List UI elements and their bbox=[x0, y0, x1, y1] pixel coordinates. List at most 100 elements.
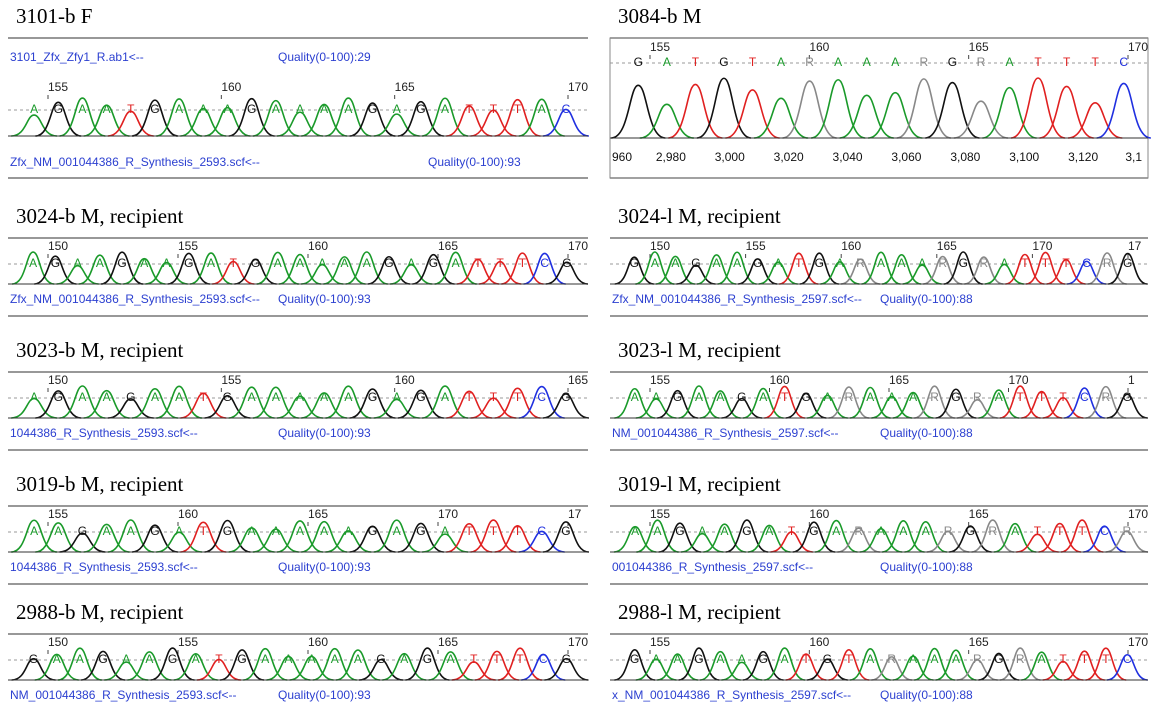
base-call: A bbox=[223, 102, 231, 116]
base-call: A bbox=[721, 524, 729, 538]
base-call: T bbox=[781, 390, 789, 404]
base-call: T bbox=[514, 524, 522, 538]
quality: Quality(0-100):88 bbox=[880, 560, 973, 574]
base-call: A bbox=[140, 256, 148, 270]
base-call: G bbox=[561, 524, 570, 538]
base-call: A bbox=[103, 524, 111, 538]
base-call: A bbox=[995, 390, 1003, 404]
base-call: A bbox=[836, 256, 844, 270]
base-call: T bbox=[1056, 524, 1064, 538]
base-call: A bbox=[674, 652, 682, 666]
position-label: 150 bbox=[48, 239, 68, 253]
base-call: A bbox=[274, 256, 282, 270]
trace-peak bbox=[925, 83, 979, 138]
base-call: T bbox=[845, 652, 853, 666]
panel-title: 3024-b M, recipient bbox=[16, 204, 184, 228]
base-call: A bbox=[952, 652, 960, 666]
base-call: A bbox=[407, 256, 415, 270]
file-name: x_NM_001044386_R_Synthesis_2597.scf<-- bbox=[612, 688, 851, 702]
base-call: T bbox=[1059, 390, 1067, 404]
position-label: 170 bbox=[1032, 239, 1052, 253]
base-call: G bbox=[759, 652, 768, 666]
base-call: A bbox=[296, 524, 304, 538]
position-label: 160 bbox=[841, 239, 861, 253]
base-call: R bbox=[854, 524, 863, 538]
base-call: R bbox=[979, 256, 988, 270]
base-call: C bbox=[537, 390, 546, 404]
position-label: 165 bbox=[308, 507, 328, 521]
base-call: A bbox=[340, 256, 348, 270]
base-call: A bbox=[774, 256, 782, 270]
panel: 3019-b M, recipient15516016517017AAGAAGA… bbox=[8, 472, 589, 584]
base-call: A bbox=[320, 524, 328, 538]
panel-title: 2988-l M, recipient bbox=[618, 600, 781, 624]
base-call: G bbox=[634, 55, 643, 69]
base-call: G bbox=[78, 524, 87, 538]
base-call: T bbox=[1102, 652, 1110, 666]
trace-peak bbox=[611, 85, 665, 138]
base-call: R bbox=[887, 652, 896, 666]
base-call: A bbox=[54, 524, 62, 538]
base-call: T bbox=[802, 652, 810, 666]
base-call: R bbox=[988, 524, 997, 538]
quality: Quality(0-100):93 bbox=[278, 560, 371, 574]
base-call: G bbox=[948, 55, 957, 69]
base-call: A bbox=[30, 524, 38, 538]
quality: Quality(0-100):29 bbox=[278, 50, 371, 64]
base-call: G bbox=[959, 256, 968, 270]
base-call: A bbox=[248, 390, 256, 404]
base-call: C bbox=[562, 102, 571, 116]
position-label: 17 bbox=[1128, 239, 1142, 253]
base-call: A bbox=[877, 256, 885, 270]
base-call: A bbox=[320, 102, 328, 116]
base-call: G bbox=[630, 652, 639, 666]
base-call: G bbox=[801, 390, 810, 404]
base-call: A bbox=[652, 390, 660, 404]
base-call: R bbox=[919, 55, 928, 69]
base-call: G bbox=[223, 390, 232, 404]
base-call: T bbox=[200, 524, 208, 538]
base-call: R bbox=[938, 256, 947, 270]
axis-label: 960 bbox=[612, 150, 632, 164]
base-call: C bbox=[539, 652, 548, 666]
base-call: A bbox=[765, 524, 773, 538]
base-call: A bbox=[344, 524, 352, 538]
position-label: 17 bbox=[568, 507, 582, 521]
base-call: A bbox=[344, 102, 352, 116]
base-call: T bbox=[1042, 256, 1050, 270]
base-call: A bbox=[834, 55, 842, 69]
base-call: A bbox=[78, 390, 86, 404]
base-call: G bbox=[150, 524, 159, 538]
base-call: G bbox=[416, 524, 425, 538]
base-call: A bbox=[863, 55, 871, 69]
base-call: A bbox=[74, 256, 82, 270]
base-call: C bbox=[540, 256, 549, 270]
base-call: A bbox=[400, 652, 408, 666]
position-label: 160 bbox=[395, 373, 415, 387]
base-call: G bbox=[562, 652, 571, 666]
base-call: G bbox=[384, 256, 393, 270]
base-call: T bbox=[788, 524, 796, 538]
base-call: G bbox=[561, 390, 570, 404]
base-call: T bbox=[1021, 256, 1029, 270]
panel: 3084-b M155160165170GATGTARAAARGRATTTC96… bbox=[610, 4, 1151, 178]
position-label: 170 bbox=[568, 239, 588, 253]
position-label: 165 bbox=[969, 40, 989, 54]
base-call: T bbox=[749, 55, 757, 69]
base-call: T bbox=[1017, 390, 1025, 404]
position-label: 165 bbox=[395, 80, 415, 94]
quality: Quality(0-100):88 bbox=[880, 426, 973, 440]
file-name: Zfx_NM_001044386_R_Synthesis_2593.scf<-- bbox=[10, 292, 260, 306]
base-call: G bbox=[416, 390, 425, 404]
base-call: C bbox=[1080, 390, 1089, 404]
position-label: 165 bbox=[438, 239, 458, 253]
panel: 3023-b M, recipient150155160165AGAAGAATG… bbox=[8, 338, 589, 450]
panel-title: 3084-b M bbox=[618, 4, 702, 28]
base-call: T bbox=[1063, 55, 1071, 69]
base-call: C bbox=[1100, 524, 1109, 538]
position-label: 155 bbox=[178, 239, 198, 253]
base-call: R bbox=[845, 390, 854, 404]
base-call: A bbox=[1038, 652, 1046, 666]
position-label: 160 bbox=[809, 40, 829, 54]
